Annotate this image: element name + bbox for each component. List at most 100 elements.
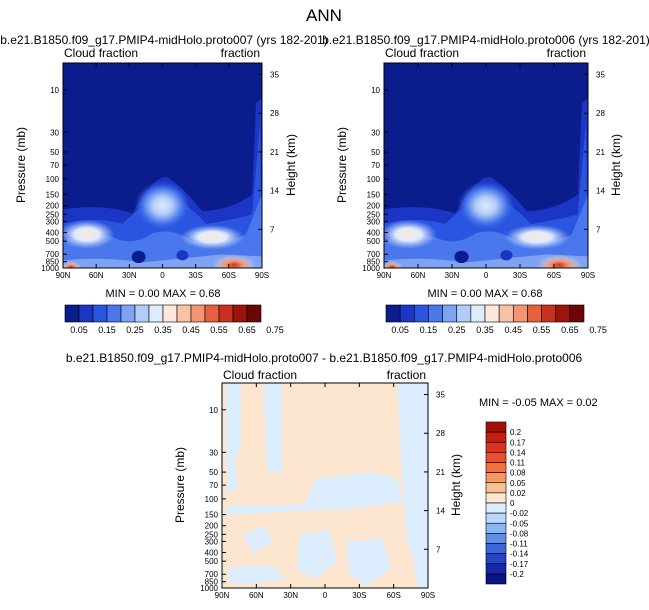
panel-1-sh-midlat-cloud — [180, 224, 245, 250]
panel-1-colorbar-label: 0.15 — [98, 325, 116, 335]
panel-3-neg-region-7 — [296, 529, 338, 580]
panel-1-field-layer-3 — [63, 194, 262, 268]
panel-1-colorbar-swatch — [78, 304, 94, 323]
panel-1-y-tick-label: 200 — [46, 202, 60, 211]
panel-1-colorbar-label: 0.45 — [182, 325, 200, 335]
panel-2-colorbar-swatch — [428, 304, 443, 323]
panel-1-dry-pocket-2 — [176, 250, 189, 261]
panel-2-colorbar: 0.05 0.15 0.25 0.35 0.45 0.55 0.65 0.75 — [385, 304, 607, 335]
panel-1-nh-midlat-cloud — [63, 220, 115, 249]
panel-3-x-tick-label: 30S — [352, 591, 366, 600]
panel-2-colorbar-swatch — [498, 304, 514, 323]
panel-1-y-tick-label: 50 — [50, 148, 59, 157]
panel-3-axes: 90N 60N 30N 0 30S 60S 90S103050701001502002503… — [200, 383, 445, 600]
panel-2-boundary-layer — [384, 254, 588, 268]
panel-1-x-tick-label: 30N — [122, 271, 137, 280]
panel-1-dry-pocket-1 — [131, 250, 146, 264]
panel-1-colorbar-swatch — [120, 304, 136, 323]
panel-1-height-tick-label: 7 — [270, 225, 275, 234]
panel-3-colorbar-label: -0.17 — [510, 560, 529, 569]
panel-1-y-tick-label: 400 — [46, 229, 60, 238]
panel-1-colorbar-swatch — [232, 304, 248, 323]
panel-1-colorbar-label: 0.25 — [126, 325, 144, 335]
panel-1-y-tick-label: 100 — [46, 175, 60, 184]
panel-3-colorbar-swatch — [485, 563, 507, 575]
panel-2-colorbar-swatch — [541, 304, 557, 323]
panel-3-colorbar-label: 0.14 — [510, 448, 526, 457]
panel-2-height-tick-label: 35 — [596, 71, 605, 80]
panel-2-colorbar-label: 0.65 — [561, 325, 579, 335]
panel-1-colorbar-swatch — [148, 304, 164, 323]
panel-2-colorbar-swatch — [456, 304, 472, 323]
panel-3-right-label: fraction — [387, 368, 426, 382]
panel-3-colorbar-swatch — [485, 512, 507, 524]
panel-2-colorbar-swatch — [484, 304, 500, 323]
panel-2-right-label: fraction — [547, 46, 586, 60]
panel-1-height-tick-label: 14 — [270, 187, 279, 196]
panel-1-y-axis-label: Pressure (mb) — [14, 127, 28, 203]
panel-3-colorbar-label: 0.02 — [510, 489, 526, 498]
panel-3-x-tick-label: 0 — [323, 591, 328, 600]
panel-2-y-axis-label: Pressure (mb) — [335, 127, 349, 203]
panel-3-x-tick-label: 90N — [215, 591, 230, 600]
panel-3-y-tick-label: 10 — [209, 406, 218, 415]
panel-2-right-axis-label: Height (km) — [609, 134, 623, 196]
panel-1-arctic-low-cloud — [63, 261, 81, 268]
panel-2-colorbar-swatch — [413, 304, 429, 323]
panel-2-sh-midlat-cloud — [504, 224, 570, 250]
panel-2-colorbar-swatch — [512, 304, 528, 323]
panel-1-colorbar-swatch — [106, 304, 122, 323]
panel-1-y-tick-label: 850 — [46, 258, 60, 267]
panel-3-colorbar-label: 0.08 — [510, 469, 526, 478]
panel-1-colorbar: 0.05 0.15 0.25 0.35 0.45 0.55 0.65 0.75 — [64, 304, 284, 335]
panel-2-colorbar-label: 0.45 — [505, 325, 523, 335]
panel-3-colorbar-swatch — [485, 452, 507, 463]
panel-3-neg-region-1 — [226, 383, 241, 495]
panel-3-right-axis-label: Height (km) — [449, 454, 463, 516]
panel-3-colorbar-swatch — [485, 482, 507, 494]
panel-3-colorbar-swatch — [485, 522, 507, 534]
panel-2-nh-midlat-cloud — [384, 220, 438, 249]
panel-2-axes: 90N 60N 30N 0 30S 60S 90S103050701001502002503… — [362, 63, 605, 280]
panel-1-stats: MIN = 0.00 MAX = 0.68 — [106, 288, 221, 300]
panel-3-x-tick-label: 60N — [249, 591, 264, 600]
panel-2: b.e21.B1850.f09_g17.PMIP4-midHolo.proto0… — [322, 33, 649, 335]
panel-1-height-tick-label: 35 — [270, 71, 279, 80]
panel-1-colorbar-swatch — [134, 304, 150, 323]
panel-1-x-tick-label: 30S — [189, 271, 203, 280]
panel-2-x-tick-label: 90S — [581, 271, 595, 280]
panel-3-neg-region-3 — [397, 383, 428, 588]
panel-1-colorbar-label: 0.05 — [70, 325, 88, 335]
panel-1-y-tick-label: 30 — [50, 128, 59, 137]
panel-2-tropical-anvil — [457, 181, 515, 231]
panel-3-colorbar-swatch — [485, 472, 507, 484]
panel-1-y-tick-label: 500 — [46, 237, 60, 246]
panel-3-colorbar-label: 0.11 — [510, 459, 526, 468]
panel-3-title: b.e21.B1850.f09_g17.PMIP4-midHolo.proto0… — [66, 351, 583, 365]
panel-1-y-tick-label: 70 — [50, 161, 59, 170]
panel-1-height-tick-label: 28 — [270, 109, 279, 118]
panel-2-field-layer-3 — [384, 194, 588, 268]
panel-2-height-tick-label: 21 — [596, 148, 605, 157]
panel-3-colorbar-label: -0.2 — [510, 570, 524, 579]
panel-1-right-label: fraction — [221, 46, 260, 60]
panel-1-plot-area — [62, 62, 263, 269]
panel-3-x-tick-label: 90S — [421, 591, 435, 600]
panel-3-neg-region-5 — [242, 525, 274, 553]
panel-3-y-tick-label: 700 — [205, 570, 219, 579]
panel-3-colorbar-label: -0.05 — [510, 519, 529, 528]
panel-2-title: b.e21.B1850.f09_g17.PMIP4-midHolo.proto0… — [322, 33, 649, 47]
panel-1-x-tick-label: 90N — [56, 271, 71, 280]
panel-1-colorbar-swatch — [218, 304, 234, 323]
panel-3-y-tick-label: 1000 — [200, 584, 218, 593]
panel-2-y-tick-label: 30 — [371, 128, 380, 137]
panel-2-stats: MIN = 0.00 MAX = 0.68 — [428, 288, 543, 300]
panel-2-x-tick-label: 90N — [377, 271, 392, 280]
panel-2-y-tick-label: 70 — [371, 161, 380, 170]
panel-2-colorbar-swatch — [569, 304, 585, 323]
panel-3-height-tick-label: 21 — [436, 468, 445, 477]
panel-3-height-tick-label: 7 — [436, 545, 441, 554]
panel-3-colorbar-swatch — [485, 533, 507, 544]
panel-1-colorbar-label: 0.75 — [266, 325, 284, 335]
panel-2-y-tick-label: 400 — [367, 229, 381, 238]
